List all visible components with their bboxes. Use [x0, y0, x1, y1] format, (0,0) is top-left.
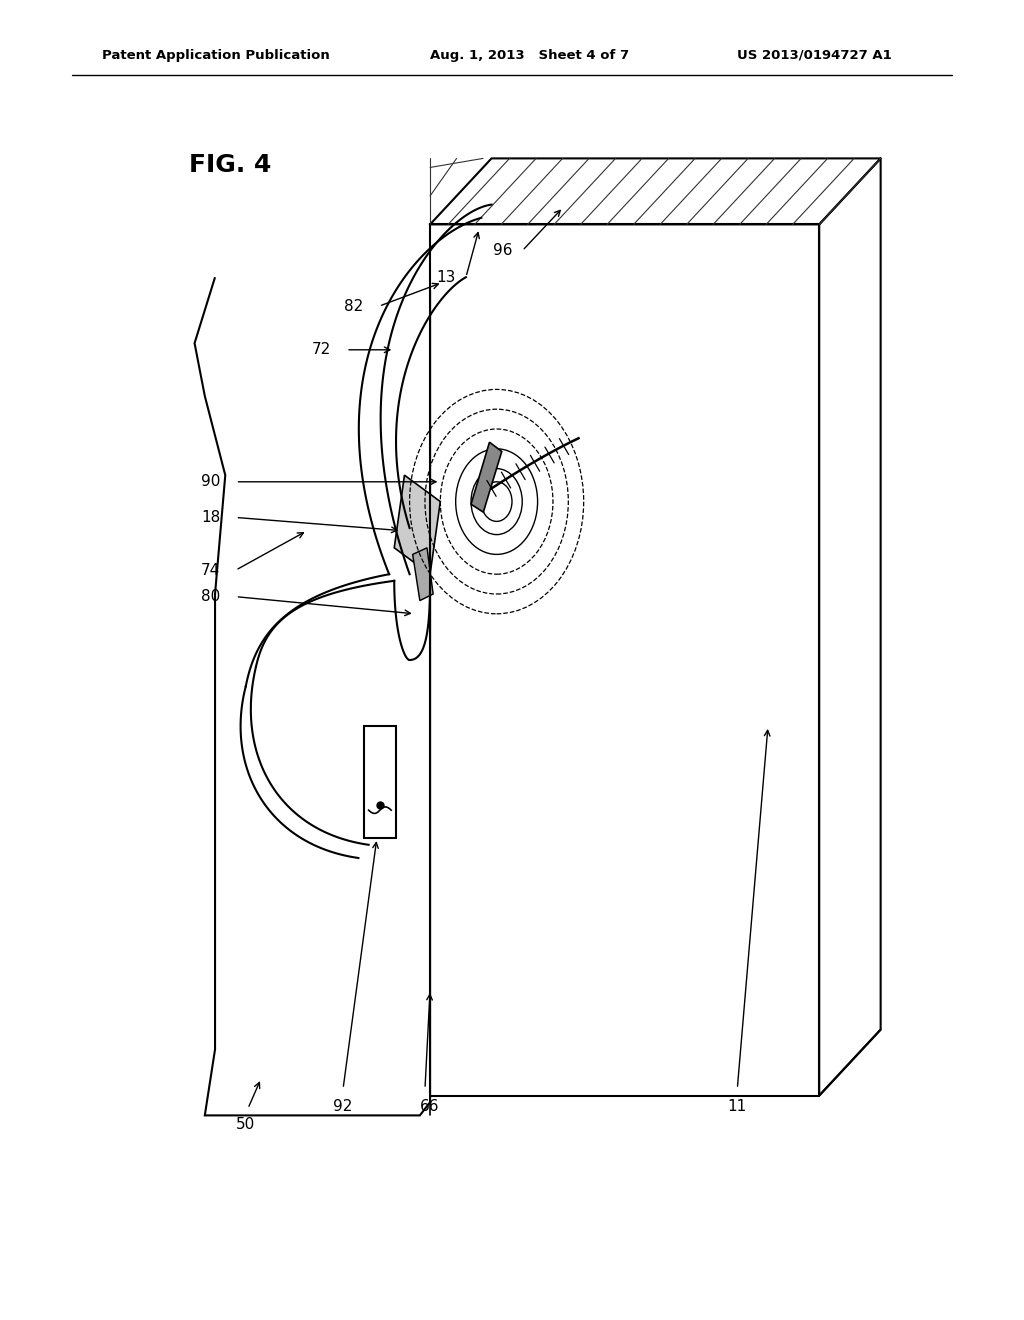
Polygon shape	[471, 442, 502, 512]
Bar	[364, 726, 396, 838]
Polygon shape	[394, 475, 440, 574]
Text: 96: 96	[493, 243, 512, 259]
Text: 90: 90	[201, 474, 220, 490]
Text: 82: 82	[344, 298, 364, 314]
Text: 80: 80	[201, 589, 220, 605]
Text: 72: 72	[311, 342, 331, 358]
Text: 74: 74	[201, 562, 220, 578]
Text: 11: 11	[728, 1098, 746, 1114]
Polygon shape	[413, 548, 433, 601]
Text: 18: 18	[201, 510, 220, 525]
Text: Aug. 1, 2013   Sheet 4 of 7: Aug. 1, 2013 Sheet 4 of 7	[430, 49, 629, 62]
Text: FIG. 4: FIG. 4	[189, 153, 271, 177]
Text: 50: 50	[237, 1117, 255, 1133]
Text: 13: 13	[436, 269, 456, 285]
Text: Patent Application Publication: Patent Application Publication	[102, 49, 330, 62]
Text: 92: 92	[334, 1098, 352, 1114]
Text: 66: 66	[420, 1098, 440, 1114]
Text: US 2013/0194727 A1: US 2013/0194727 A1	[737, 49, 892, 62]
